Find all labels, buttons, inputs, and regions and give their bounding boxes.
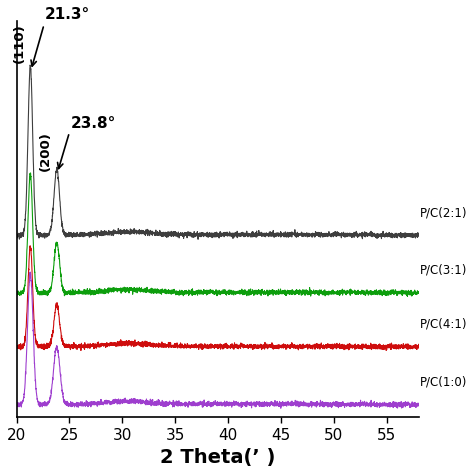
Text: 23.8°: 23.8°	[71, 116, 116, 131]
Text: (200): (200)	[39, 131, 52, 171]
Text: P/C(4:1): P/C(4:1)	[419, 318, 467, 331]
Text: P/C(3:1): P/C(3:1)	[419, 264, 467, 277]
X-axis label: 2 Theta(’ ): 2 Theta(’ )	[160, 448, 275, 467]
Text: P/C(2:1): P/C(2:1)	[419, 206, 467, 219]
Text: P/C(1:0): P/C(1:0)	[419, 375, 467, 389]
Text: (110): (110)	[13, 23, 26, 63]
Text: 21.3°: 21.3°	[45, 7, 91, 22]
